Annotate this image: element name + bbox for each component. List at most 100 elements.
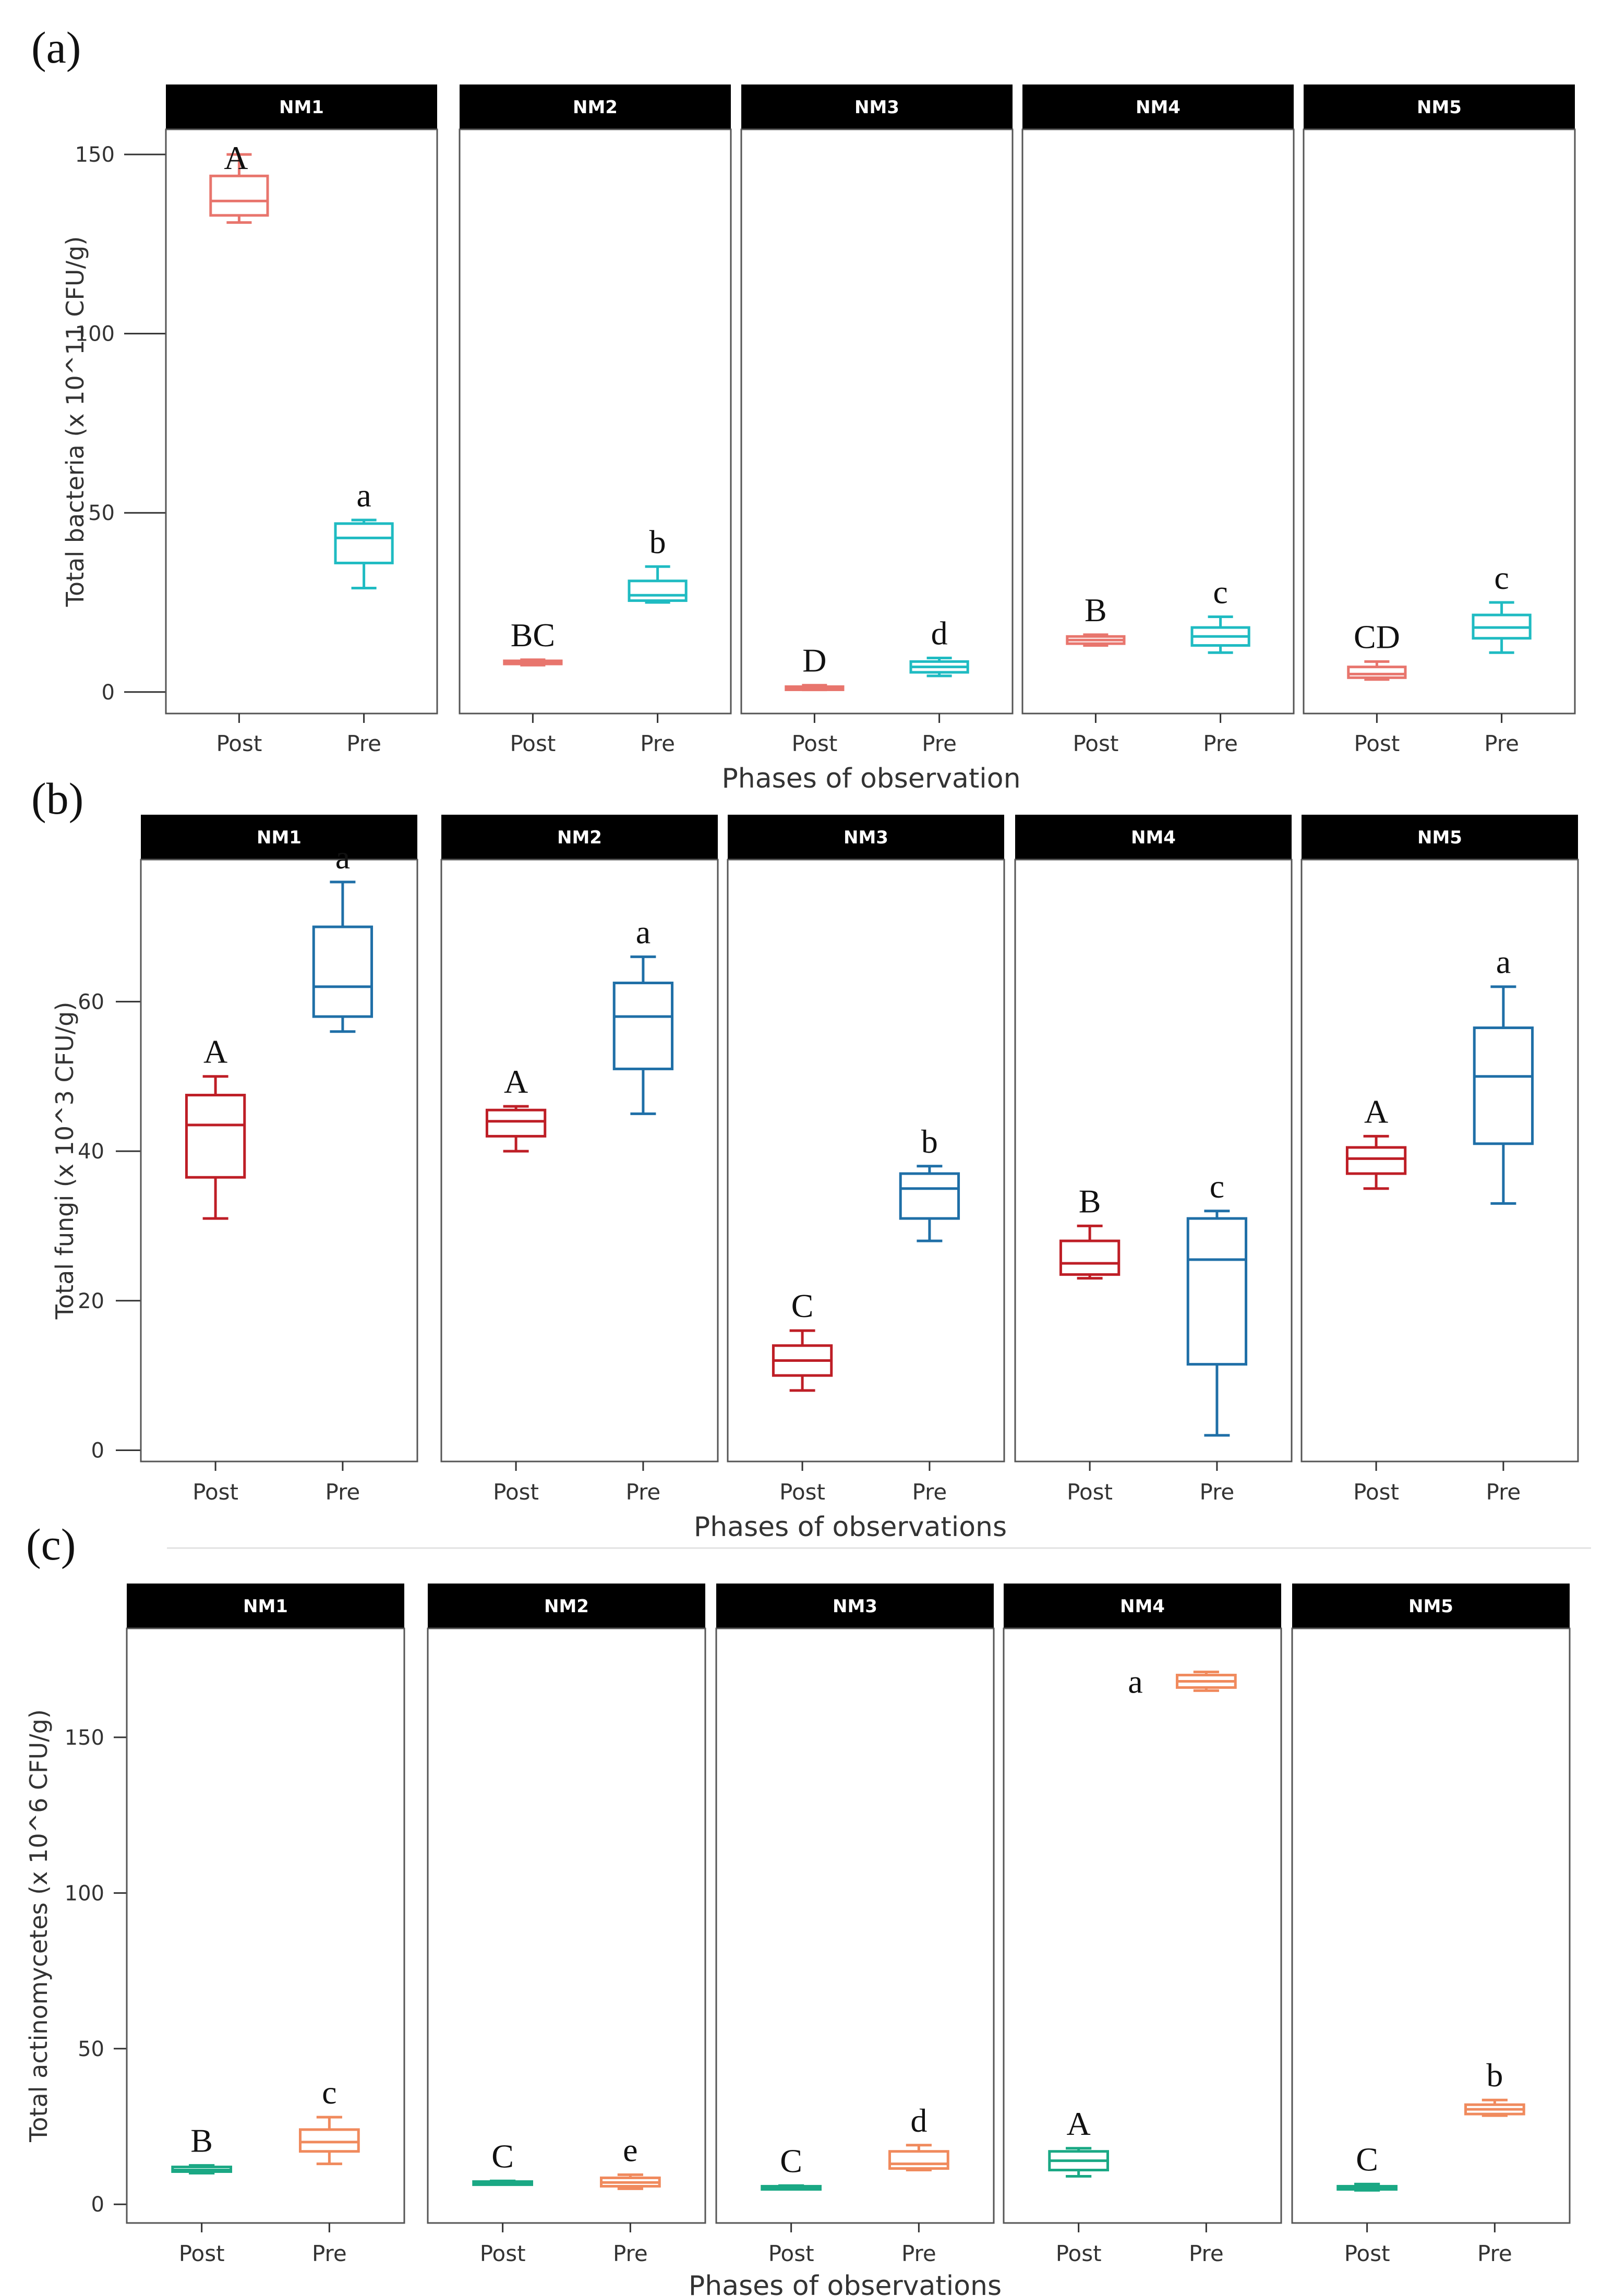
x-tick-label: Post (1073, 731, 1118, 756)
facet-strip-label: NM3 (854, 97, 899, 118)
facet-strip-label: NM3 (833, 1596, 877, 1617)
box-pre: a (612, 913, 674, 1115)
facet-strip (166, 84, 437, 129)
box-pre: a (1128, 1663, 1237, 1700)
facet-strip-label: NM1 (243, 1596, 288, 1617)
facet-nm3: NM3 C Post d Pre (715, 1584, 995, 2266)
facet-nm5: NM5 A Post a Pre (1300, 815, 1579, 1505)
x-tick-label: Pre (1189, 2241, 1224, 2266)
y-tick-label: 40 (78, 1140, 104, 1164)
box-iqr (1186, 1217, 1248, 1366)
x-tick-label: Post (768, 2241, 814, 2266)
y-tick-label: 100 (65, 1881, 104, 1905)
significance-letter: a (356, 477, 371, 514)
panel-label: (c) (26, 1519, 76, 1569)
facet-panel (140, 859, 418, 1463)
facet-strip-label: NM1 (279, 97, 324, 118)
facet-strip-label: NM4 (1120, 1596, 1165, 1617)
significance-letter: C (780, 2142, 802, 2179)
box-post: A (1345, 1093, 1407, 1190)
box-pre: e (600, 2131, 661, 2190)
y-axis-title: Total actinomycetes (x 10^6 CFU/g) (25, 1709, 53, 2143)
facet-nm3: NM3 D Post d Pre (740, 84, 1014, 756)
box-pre: b (899, 1123, 960, 1242)
x-tick-label: Pre (626, 1479, 661, 1505)
significance-letter: D (802, 642, 826, 679)
facet-strip-label: NM2 (544, 1596, 589, 1617)
x-tick-label: Post (179, 2241, 225, 2266)
box-pre: a (312, 839, 374, 1033)
significance-letter: e (623, 2131, 637, 2168)
box-iqr (612, 982, 674, 1070)
y-tick-label: 20 (78, 1289, 104, 1313)
panel-1: (a) 0 50 100 150 Total bacteria (x 10^11 CFU/… (31, 22, 1576, 794)
facet-strip (141, 815, 417, 860)
x-tick-label: Pre (312, 2241, 347, 2266)
facet-strip (428, 1584, 705, 1628)
y-tick-label: 0 (102, 681, 115, 705)
facet-nm1: NM1 A Post a Pre (140, 815, 418, 1505)
facet-panel (459, 128, 732, 715)
x-tick-label: Post (480, 2241, 526, 2266)
significance-letter: B (190, 2122, 213, 2159)
box-iqr (1345, 1146, 1407, 1175)
x-tick-label: Pre (346, 731, 381, 756)
facet-nm3: NM3 C Post b Pre (727, 815, 1005, 1505)
facet-strip (1015, 815, 1292, 860)
facet-strip-label: NM4 (1136, 97, 1181, 118)
significance-letter: c (1494, 559, 1509, 596)
facet-panel (427, 1627, 706, 2224)
facet-strip (1004, 1584, 1281, 1628)
facet-nm1: NM1 A Post a Pre (165, 84, 438, 756)
box-post: C (772, 1287, 833, 1392)
box-iqr (628, 579, 688, 602)
box-post: C (761, 2142, 822, 2191)
facet-strip (741, 84, 1013, 129)
significance-letter: C (1356, 2141, 1378, 2178)
y-tick-label: 50 (78, 2037, 104, 2061)
y-tick-label: 0 (91, 1439, 104, 1463)
x-tick-label: Post (791, 731, 837, 756)
box-iqr (1059, 1239, 1121, 1276)
panel-3: (c) 0 50 100 150 Total actinomycetes (x 10^6 … (25, 1519, 1591, 2296)
x-tick-label: Pre (1486, 1479, 1521, 1505)
facet-nm5: NM5 CD Post c Pre (1303, 84, 1576, 756)
x-tick-label: Pre (1200, 1479, 1235, 1505)
box-iqr (185, 1094, 246, 1179)
x-tick-label: Post (1067, 1479, 1113, 1505)
facet-nm4: NM4 B Post c Pre (1021, 84, 1295, 756)
box-post: A (185, 1033, 246, 1220)
facet-panel (1003, 1627, 1282, 2224)
y-tick-label: 150 (75, 143, 115, 167)
facet-strip-label: NM3 (844, 827, 888, 848)
significance-letter: a (1496, 944, 1511, 981)
facet-strip-label: NM2 (573, 97, 618, 118)
significance-letter: A (1067, 2105, 1091, 2142)
box-pre: b (1464, 2057, 1525, 2117)
x-tick-label: Pre (922, 731, 957, 756)
box-post: B (1066, 591, 1126, 647)
box-post: B (1059, 1182, 1121, 1280)
facet-panel (1291, 1627, 1571, 2224)
box-iqr (209, 174, 269, 217)
significance-letter: c (1213, 573, 1227, 610)
box-iqr (1473, 1026, 1534, 1145)
panel-label: (a) (31, 22, 81, 72)
box-post: A (1048, 2105, 1110, 2178)
box-iqr (899, 1172, 960, 1220)
x-tick-label: Pre (326, 1479, 360, 1505)
significance-letter: d (910, 2102, 927, 2139)
box-pre: a (334, 477, 394, 590)
x-axis-title: Phases of observation (721, 763, 1020, 794)
facet-strip (716, 1584, 994, 1628)
facet-nm2: NM2 A Post a Pre (440, 815, 719, 1505)
facet-strip-label: NM5 (1417, 827, 1462, 848)
facet-strip-label: NM4 (1131, 827, 1176, 848)
x-tick-label: Post (1354, 731, 1400, 756)
facet-strip (1304, 84, 1575, 129)
significance-letter: B (1079, 1182, 1101, 1219)
significance-letter: b (921, 1123, 938, 1160)
x-tick-label: Post (216, 731, 262, 756)
